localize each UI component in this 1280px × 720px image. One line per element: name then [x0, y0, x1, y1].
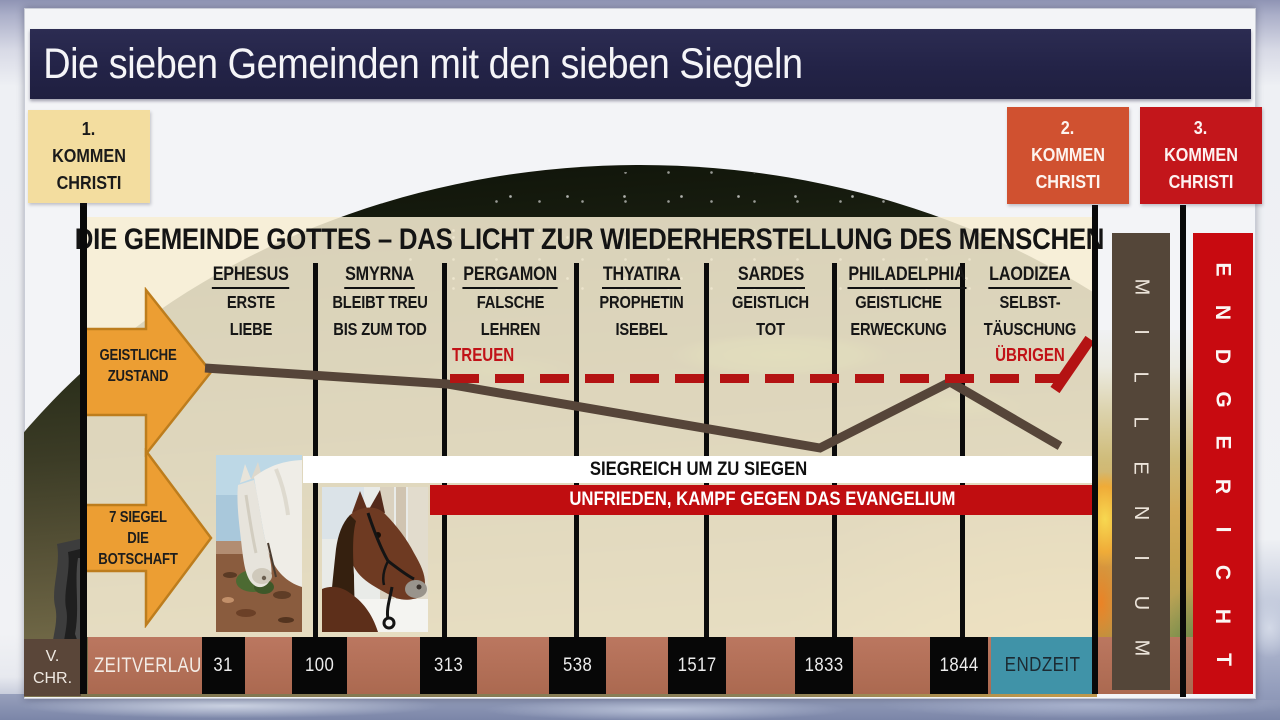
sky-clouds-right	[1254, 540, 1280, 700]
vertical-letter: U	[1129, 595, 1152, 611]
church-column-pergamon: PERGAMON FALSCHE LEHREN TREUEN	[447, 264, 574, 367]
church-name: SARDES	[736, 264, 805, 289]
first-coming-box: 1. KOMMEN CHRISTI	[28, 110, 150, 203]
vertical-letter: L	[1130, 416, 1152, 428]
second-coming-box: 2. KOMMEN CHRISTI	[1007, 107, 1129, 204]
panel-heading: DIE GEMEINDE GOTTES – DAS LICHT ZUR WIED…	[74, 223, 1105, 256]
vertical-letter: R	[1211, 478, 1235, 494]
year-box-1844: 1844	[930, 637, 988, 694]
column-divider-3	[574, 263, 579, 641]
red-note-treuen: TREUEN	[452, 345, 515, 365]
church-column-thyatira: THYATIRA PROPHETIN ISEBEL	[599, 264, 684, 339]
slide-title: Die sieben Gemeinden mit den sieben Sieg…	[43, 39, 803, 88]
church-column-philadelphia: PHILADELPHIA GEISTLICHE ERWECKUNG	[847, 264, 967, 339]
year-box-1833: 1833	[795, 637, 853, 694]
arrow-label-2: 7 SIEGEL DIE BOTSCHAFT	[98, 509, 178, 568]
church-name: SMYRNA	[344, 264, 416, 289]
arrow-label-1: GEISTLICHE ZUSTAND	[99, 347, 177, 385]
church-column-ephesus: EPHESUS ERSTE LIEBE	[212, 264, 290, 339]
church-name: THYATIRA	[601, 264, 682, 289]
vertical-letter: C	[1211, 565, 1235, 581]
remnant-upstroke	[1050, 335, 1095, 394]
timeline-axis-label: ZEITVERLAUF	[94, 653, 213, 677]
church-column-laodizea: LAODIZEA SELBST- TÄUSCHUNG ÜBRIGEN	[965, 264, 1095, 367]
timeline-marker-third-coming	[1180, 205, 1186, 697]
year-box-1517: 1517	[668, 637, 726, 694]
vertical-letter: T	[1211, 653, 1235, 666]
red-banner-unfrieden: UNFRIEDEN, KAMPF GEGEN DAS EVANGELIUM	[430, 485, 1095, 515]
year-box-100: 100	[292, 637, 347, 694]
vertical-letter: H	[1211, 608, 1235, 624]
white-banner-siegreich: SIEGREICH UM ZU SIEGEN	[303, 456, 1095, 483]
vertical-letter: G	[1211, 391, 1235, 408]
church-name: EPHESUS	[212, 264, 290, 289]
arrow-sieben-siegel	[84, 448, 213, 628]
vertical-letter: M	[1129, 639, 1152, 657]
vertical-letter: N	[1129, 505, 1152, 520]
church-column-smyrna: SMYRNA BLEIBT TREU BIS ZUM TOD	[332, 264, 428, 339]
timeline-era-box: V. CHR.	[24, 639, 81, 696]
vertical-letter: N	[1211, 305, 1235, 321]
vertical-letter: I	[1211, 526, 1235, 533]
millenium-bar: M I L L E N I U M	[1112, 233, 1170, 690]
vertical-letter: M	[1129, 278, 1152, 296]
column-divider-6	[960, 263, 965, 641]
vertical-letter: E	[1211, 262, 1235, 277]
vertical-letter: L	[1130, 371, 1152, 383]
column-divider-2	[442, 263, 447, 641]
column-divider-5	[832, 263, 837, 641]
vertical-letter: E	[1130, 460, 1152, 475]
church-name: PERGAMON	[462, 264, 559, 289]
vertical-letter: D	[1211, 348, 1235, 364]
title-bar: Die sieben Gemeinden mit den sieben Sieg…	[30, 29, 1251, 99]
church-name: LAODIZEA	[988, 264, 1072, 289]
year-box-538: 538	[549, 637, 606, 694]
timeline-marker-first-coming	[80, 203, 87, 694]
white-horse-image	[216, 455, 302, 632]
red-note-uebrigen: ÜBRIGEN	[995, 345, 1065, 365]
vertical-letter: E	[1211, 435, 1235, 450]
endgericht-bar: E N D G E R I C H T	[1193, 233, 1253, 694]
red-horse-image	[322, 487, 428, 632]
arrow-geistliche-zustand	[84, 287, 213, 457]
timeline-marker-second-coming	[1092, 205, 1098, 694]
third-coming-box: 3. KOMMEN CHRISTI	[1140, 107, 1262, 204]
faithful-remnant-dashed-line	[450, 374, 1061, 383]
year-box-31: 31	[202, 637, 245, 694]
endzeit-box: ENDZEIT	[991, 637, 1095, 694]
column-divider-4	[704, 263, 709, 641]
vertical-letter: I	[1130, 329, 1152, 335]
spiritual-state-line	[204, 363, 1063, 453]
vertical-letter: I	[1130, 554, 1152, 561]
column-divider-1	[313, 263, 318, 641]
year-box-313: 313	[420, 637, 477, 694]
church-name: PHILADELPHIA	[847, 264, 967, 289]
church-column-sardes: SARDES GEISTLICH TOT	[732, 264, 809, 339]
